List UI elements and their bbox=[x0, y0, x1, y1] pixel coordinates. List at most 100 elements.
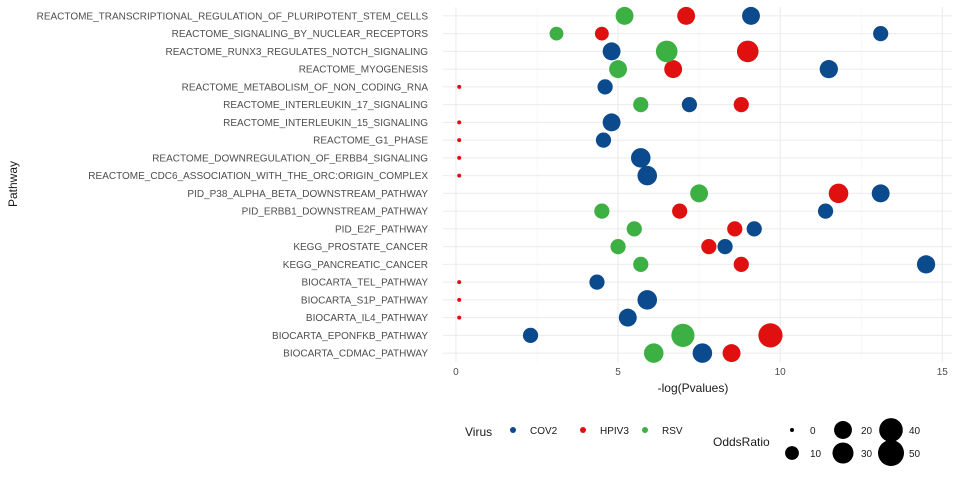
point-rsv bbox=[626, 221, 642, 237]
point-cov2 bbox=[618, 308, 637, 327]
y-tick-label: BIOCARTA_CDMAC_PATHWAY bbox=[283, 349, 428, 360]
point-rsv bbox=[643, 343, 664, 363]
size-legend-key bbox=[832, 442, 854, 464]
y-tick-label: REACTOME_SIGNALING_BY_NUCLEAR_RECEPTORS bbox=[172, 29, 429, 40]
point-cov2 bbox=[630, 148, 651, 168]
data-points bbox=[457, 6, 936, 363]
y-tick-label: REACTOME_INTERLEUKIN_17_SIGNALING bbox=[223, 100, 428, 111]
point-cov2 bbox=[589, 274, 605, 290]
legend-label-cov2: COV2 bbox=[530, 426, 558, 437]
virus-legend: Virus COV2 HPIV3 RSV bbox=[465, 425, 683, 439]
point-hpiv3 bbox=[701, 239, 717, 255]
x-tick-label: 15 bbox=[937, 367, 949, 378]
point-cov2 bbox=[873, 26, 889, 42]
x-tick-label: 0 bbox=[453, 367, 459, 378]
point-hpiv3 bbox=[457, 155, 462, 160]
y-tick-label: REACTOME_DOWNREGULATION_OF_ERBB4_SIGNALI… bbox=[152, 153, 428, 164]
size-legend-key bbox=[879, 418, 903, 442]
y-tick-label: PID_ERBB1_DOWNSTREAM_PATHWAY bbox=[242, 207, 429, 218]
point-cov2 bbox=[717, 239, 733, 255]
point-cov2 bbox=[597, 79, 613, 95]
point-hpiv3 bbox=[733, 97, 749, 113]
size-legend-label: 10 bbox=[810, 449, 822, 460]
y-tick-label: REACTOME_INTERLEUKIN_15_SIGNALING bbox=[223, 118, 428, 129]
point-hpiv3 bbox=[828, 183, 849, 204]
x-tick-label: 10 bbox=[775, 367, 787, 378]
point-rsv bbox=[671, 323, 695, 347]
point-hpiv3 bbox=[457, 173, 462, 178]
y-tick-label: PID_P38_ALPHA_BETA_DOWNSTREAM_PATHWAY bbox=[187, 189, 428, 200]
point-cov2 bbox=[692, 343, 713, 363]
y-tick-label: REACTOME_TRANSCRIPTIONAL_REGULATION_OF_P… bbox=[37, 11, 429, 22]
point-hpiv3 bbox=[733, 256, 749, 272]
point-rsv bbox=[615, 6, 634, 25]
odds-ratio-legend: OddsRatio 0 10 20 30 40 50 bbox=[713, 418, 921, 466]
point-cov2 bbox=[602, 113, 621, 132]
point-hpiv3 bbox=[727, 221, 743, 237]
x-axis-ticks: 0 5 10 15 bbox=[453, 367, 948, 378]
y-tick-label: REACTOME_RUNX3_REGULATES_NOTCH_SIGNALING bbox=[166, 47, 429, 58]
point-cov2 bbox=[916, 255, 936, 274]
x-tick-label: 5 bbox=[615, 367, 621, 378]
size-legend-label: 40 bbox=[909, 426, 921, 437]
point-cov2 bbox=[817, 203, 834, 219]
y-tick-label: REACTOME_METABOLISM_OF_NON_CODING_RNA bbox=[182, 82, 429, 93]
point-cov2 bbox=[595, 132, 612, 148]
point-rsv bbox=[633, 256, 649, 272]
virus-legend-title: Virus bbox=[465, 425, 492, 439]
odds-ratio-legend-title: OddsRatio bbox=[713, 435, 770, 449]
size-legend-label: 0 bbox=[810, 426, 816, 437]
point-cov2 bbox=[746, 221, 762, 237]
point-cov2 bbox=[637, 290, 658, 310]
y-axis-title: Pathway bbox=[6, 161, 20, 207]
point-hpiv3 bbox=[457, 315, 462, 320]
legend-key-cov2 bbox=[510, 427, 516, 433]
legend-label-hpiv3: HPIV3 bbox=[600, 426, 629, 437]
legend-key-hpiv3 bbox=[580, 427, 586, 433]
point-hpiv3 bbox=[457, 120, 462, 125]
point-cov2 bbox=[871, 184, 890, 203]
point-cov2 bbox=[681, 97, 698, 113]
point-hpiv3 bbox=[457, 297, 462, 302]
legend-key-rsv bbox=[642, 427, 648, 433]
point-rsv bbox=[655, 40, 678, 63]
y-tick-label: BIOCARTA_IL4_PATHWAY bbox=[306, 313, 428, 324]
point-rsv bbox=[594, 203, 610, 219]
point-hpiv3 bbox=[758, 323, 783, 348]
point-hpiv3 bbox=[736, 40, 759, 63]
size-legend-label: 30 bbox=[861, 449, 873, 460]
point-hpiv3 bbox=[664, 60, 683, 79]
point-hpiv3 bbox=[594, 26, 609, 41]
point-rsv bbox=[609, 60, 628, 79]
y-tick-label: BIOCARTA_S1P_PATHWAY bbox=[301, 295, 428, 306]
point-rsv bbox=[610, 239, 626, 255]
y-tick-label: KEGG_PANCREATIC_CANCER bbox=[283, 260, 428, 271]
point-cov2 bbox=[742, 6, 760, 25]
point-hpiv3 bbox=[672, 203, 688, 219]
size-legend-key bbox=[790, 428, 794, 432]
point-hpiv3 bbox=[457, 84, 462, 89]
point-hpiv3 bbox=[457, 138, 462, 143]
y-axis-ticks: REACTOME_TRANSCRIPTIONAL_REGULATION_OF_P… bbox=[37, 11, 429, 359]
point-cov2 bbox=[637, 165, 658, 186]
size-legend-label: 20 bbox=[861, 426, 873, 437]
y-tick-label: BIOCARTA_EPONFKB_PATHWAY bbox=[272, 331, 428, 342]
size-legend-key bbox=[834, 421, 852, 439]
point-cov2 bbox=[819, 59, 838, 79]
point-cov2 bbox=[522, 327, 539, 343]
point-hpiv3 bbox=[677, 6, 696, 25]
point-cov2 bbox=[602, 42, 621, 61]
x-axis-title: -log(Pvalues) bbox=[658, 381, 729, 395]
y-tick-label: REACTOME_MYOGENESIS bbox=[299, 65, 429, 76]
point-rsv bbox=[549, 26, 564, 41]
point-rsv bbox=[690, 184, 709, 203]
y-tick-label: REACTOME_G1_PHASE bbox=[313, 136, 428, 147]
y-tick-label: REACTOME_CDC6_ASSOCIATION_WITH_THE_ORC:O… bbox=[88, 171, 428, 182]
size-legend-label: 50 bbox=[909, 449, 921, 460]
y-tick-label: KEGG_PROSTATE_CANCER bbox=[293, 242, 428, 253]
point-hpiv3 bbox=[457, 280, 462, 285]
size-legend-key bbox=[878, 440, 904, 466]
point-rsv bbox=[633, 97, 649, 113]
